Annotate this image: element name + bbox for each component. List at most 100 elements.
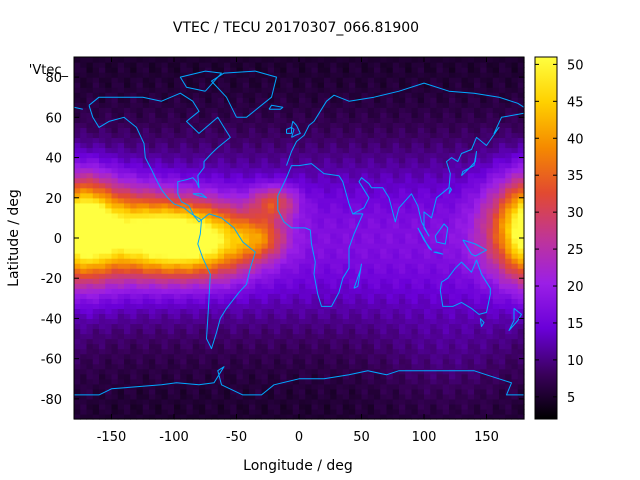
heatmap-cell [386,127,394,134]
heatmap-cell [167,318,175,325]
heatmap-cell [499,268,506,274]
heatmap-cell [349,77,356,83]
heatmap-cell [436,413,444,420]
heatmap-cell [149,358,156,365]
heatmap-cell [349,227,356,234]
heatmap-cell [236,82,244,88]
heatmap-cell [474,192,481,199]
heatmap-cell [124,253,131,259]
heatmap-cell [361,142,369,149]
heatmap-cell [155,107,163,113]
heatmap-cell [211,132,219,139]
heatmap-cell [111,177,119,184]
heatmap-cell [105,383,113,390]
heatmap-cell [249,77,256,83]
heatmap-cell [105,172,113,179]
heatmap-cell [86,353,94,360]
heatmap-cell [211,268,219,274]
heatmap-cell [492,77,500,83]
heatmap-cell [124,348,131,355]
heatmap-cell [199,202,206,209]
heatmap-cell [480,162,488,169]
heatmap-cell [305,137,313,144]
heatmap-cell [217,172,225,179]
heatmap-cell [449,127,456,134]
heatmap-cell [211,137,219,144]
heatmap-cell [474,248,481,254]
heatmap-cell [161,413,169,420]
heatmap-cell [311,343,319,350]
heatmap-cell [80,132,88,139]
heatmap-cell [392,87,400,93]
heatmap-cell [286,383,294,390]
heatmap-cell [117,212,125,219]
heatmap-cell [367,222,375,229]
heatmap-cell [167,363,175,370]
heatmap-cell [399,197,406,204]
heatmap-cell [186,413,194,420]
heatmap-cell [442,278,450,284]
heatmap-cell [211,398,219,405]
heatmap-cell [261,92,269,98]
heatmap-cell [411,323,419,330]
heatmap-cell [161,177,169,184]
heatmap-cell [149,107,156,113]
heatmap-cell [205,333,213,340]
heatmap-cell [130,238,138,244]
heatmap-cell [286,388,294,395]
heatmap-cell [205,338,213,345]
heatmap-cell [392,207,400,214]
heatmap-cell [449,358,456,365]
heatmap-cell [324,187,331,194]
heatmap-cell [205,313,213,320]
heatmap-cell [74,408,81,415]
heatmap-cell [280,72,288,78]
heatmap-cell [236,323,244,330]
heatmap-cell [286,107,294,113]
heatmap-cell [155,238,163,244]
heatmap-cell [124,323,131,330]
heatmap-cell [155,157,163,164]
heatmap-cell [417,177,425,184]
heatmap-cell [361,77,369,83]
heatmap-cell [467,202,475,209]
heatmap-cell [430,232,438,239]
heatmap-cell [324,273,331,279]
heatmap-cell [374,353,381,360]
heatmap-cell [167,403,175,410]
heatmap-cell [186,343,194,350]
heatmap-cell [305,298,313,304]
heatmap-cell [480,373,488,380]
heatmap-cell [205,328,213,335]
heatmap-cell [261,263,269,269]
heatmap-cell [292,373,300,380]
heatmap-cell [267,232,275,239]
heatmap-cell [361,318,369,325]
heatmap-cell [474,77,481,83]
heatmap-cell [236,72,244,78]
heatmap-cell [392,258,400,264]
heatmap-cell [286,62,294,68]
heatmap-cell [111,323,119,330]
heatmap-cell [474,187,481,194]
heatmap-cell [124,368,131,375]
heatmap-cell [399,393,406,400]
heatmap-cell [136,167,144,174]
heatmap-cell [461,127,469,134]
heatmap-cell [286,413,294,420]
heatmap-cell [392,77,400,83]
heatmap-cell [92,217,100,224]
heatmap-cell [117,303,125,309]
heatmap-cell [86,413,94,420]
heatmap-cell [417,117,425,123]
heatmap-cell [286,398,294,405]
heatmap-cell [486,72,494,78]
heatmap-cell [467,353,475,360]
heatmap-cell [161,217,169,224]
heatmap-cell [161,197,169,204]
heatmap-cell [117,308,125,315]
heatmap-cell [80,293,88,299]
heatmap-cell [386,212,394,219]
heatmap-cell [417,222,425,229]
heatmap-cell [155,253,163,259]
